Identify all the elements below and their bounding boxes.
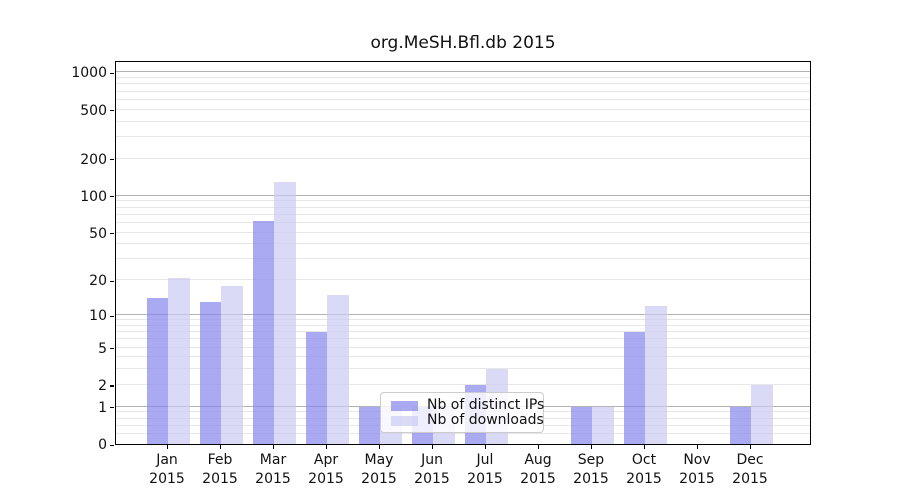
- minor-gridline: [116, 231, 810, 233]
- legend-label-distinct-ips: Nb of distinct IPs: [427, 397, 545, 413]
- major-gridline: [116, 194, 810, 196]
- x-tick-label: Feb 2015: [202, 452, 238, 487]
- bar-may-distinct-ips: [358, 406, 380, 444]
- plot-area: [115, 61, 811, 445]
- x-tick-mark: [219, 445, 221, 449]
- y-tick-label: 50: [89, 225, 107, 242]
- minor-gridline: [116, 90, 810, 92]
- bar-dec-downloads: [751, 384, 773, 444]
- x-tick-mark: [643, 445, 645, 449]
- bar-oct-distinct-ips: [623, 332, 645, 444]
- bar-apr-distinct-ips: [305, 332, 327, 444]
- x-tick-mark: [484, 445, 486, 449]
- bar-apr-downloads: [327, 294, 349, 444]
- x-tick-label: Oct 2015: [626, 452, 662, 487]
- y-tick-label: 2: [98, 377, 107, 394]
- y-tick-label: 0: [98, 437, 107, 453]
- minor-gridline: [116, 77, 810, 79]
- x-tick-mark: [537, 445, 539, 449]
- legend: Nb of distinct IPs Nb of downloads: [380, 392, 544, 433]
- x-tick-label: Aug 2015: [520, 452, 556, 487]
- x-tick-label: Sep 2015: [573, 452, 609, 487]
- y-tick-label: 500: [80, 102, 107, 119]
- legend-item-downloads: Nb of downloads: [391, 413, 544, 428]
- x-tick-mark: [325, 445, 327, 449]
- bar-feb-distinct-ips: [199, 302, 221, 444]
- minor-gridline: [116, 258, 810, 260]
- bar-oct-downloads: [645, 306, 667, 444]
- y-tick-label: 1000: [71, 65, 107, 82]
- bar-dec-distinct-ips: [729, 406, 751, 444]
- y-tick-mark: [110, 72, 114, 75]
- y-tick-mark: [110, 315, 114, 317]
- minor-gridline: [116, 346, 810, 348]
- bar-mar-distinct-ips: [252, 221, 274, 444]
- chart-title: org.MeSH.Bfl.db 2015: [370, 33, 556, 53]
- major-gridline: [116, 71, 810, 73]
- minor-gridline: [116, 331, 810, 333]
- x-tick-label: Mar 2015: [255, 452, 291, 487]
- x-tick-mark: [590, 445, 592, 449]
- minor-gridline: [116, 383, 810, 385]
- y-tick-mark: [110, 407, 114, 409]
- minor-gridline: [116, 213, 810, 215]
- minor-gridline: [116, 108, 810, 110]
- minor-gridline: [116, 338, 810, 340]
- x-tick-mark: [378, 445, 380, 449]
- minor-gridline: [116, 136, 810, 138]
- bar-jan-downloads: [168, 277, 190, 444]
- bar-sep-distinct-ips: [570, 406, 592, 444]
- minor-gridline: [116, 319, 810, 321]
- minor-gridline: [116, 368, 810, 370]
- y-tick-mark: [110, 280, 114, 282]
- minor-gridline: [116, 206, 810, 208]
- x-tick-label: Apr 2015: [308, 452, 344, 487]
- minor-gridline: [116, 356, 810, 358]
- minor-gridline: [116, 120, 810, 122]
- minor-gridline: [116, 200, 810, 202]
- minor-gridline: [116, 157, 810, 159]
- bar-mar-downloads: [274, 181, 296, 444]
- y-tick-label: 200: [80, 151, 107, 168]
- legend-label-downloads: Nb of downloads: [427, 412, 544, 428]
- y-tick-mark: [110, 159, 114, 161]
- x-tick-mark: [696, 445, 698, 449]
- x-tick-label: Jun 2015: [414, 452, 450, 487]
- minor-gridline: [116, 221, 810, 223]
- x-tick-label: Jul 2015: [467, 452, 503, 487]
- y-tick-mark: [110, 348, 114, 350]
- bar-jan-distinct-ips: [146, 298, 168, 444]
- y-tick-label: 10: [89, 308, 107, 325]
- x-tick-mark: [431, 445, 433, 449]
- y-tick-label: 5: [98, 340, 107, 357]
- y-tick-label: 100: [80, 188, 107, 205]
- x-tick-label: Nov 2015: [679, 452, 715, 487]
- y-tick-mark: [110, 196, 114, 198]
- legend-swatch-distinct-ips: [391, 400, 418, 411]
- x-tick-label: May 2015: [361, 452, 397, 487]
- minor-gridline: [116, 243, 810, 245]
- minor-gridline: [116, 83, 810, 85]
- minor-gridline: [116, 98, 810, 100]
- legend-swatch-downloads: [391, 415, 418, 426]
- y-tick-mark: [110, 110, 114, 112]
- bar-sep-downloads: [592, 406, 614, 444]
- legend-item-distinct-ips: Nb of distinct IPs: [391, 398, 544, 413]
- x-tick-label: Jan 2015: [149, 452, 185, 487]
- y-tick-label: 1: [98, 399, 107, 416]
- bar-feb-downloads: [221, 285, 243, 444]
- x-tick-label: Dec 2015: [732, 452, 768, 487]
- major-gridline: [116, 314, 810, 316]
- x-tick-mark: [272, 445, 274, 449]
- y-tick-mark: [110, 444, 114, 446]
- minor-gridline: [116, 324, 810, 326]
- x-tick-mark: [749, 445, 751, 449]
- y-tick-label: 20: [89, 273, 107, 290]
- minor-gridline: [116, 279, 810, 281]
- minor-gridline: [116, 433, 810, 435]
- x-tick-mark: [166, 445, 168, 449]
- y-tick-mark: [110, 385, 114, 387]
- y-tick-mark: [110, 233, 114, 235]
